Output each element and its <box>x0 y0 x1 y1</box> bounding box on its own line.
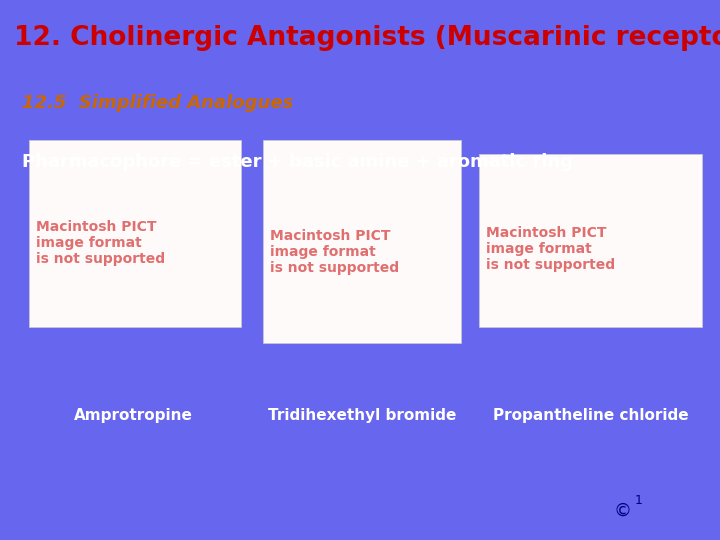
Text: Macintosh PICT
image format
is not supported: Macintosh PICT image format is not suppo… <box>36 220 165 266</box>
Text: Pharmacophore = ester + basic amine + aromatic ring: Pharmacophore = ester + basic amine + ar… <box>22 153 572 171</box>
Text: Amprotropine: Amprotropine <box>73 408 193 423</box>
Text: 1: 1 <box>635 494 642 507</box>
Text: 12. Cholinergic Antagonists (Muscarinic receptor): 12. Cholinergic Antagonists (Muscarinic … <box>14 25 720 51</box>
Text: Tridihexethyl bromide: Tridihexethyl bromide <box>268 408 456 423</box>
Text: Macintosh PICT
image format
is not supported: Macintosh PICT image format is not suppo… <box>486 226 615 272</box>
Bar <box>263 140 461 343</box>
Text: 12.5  Simplified Analogues: 12.5 Simplified Analogues <box>22 93 293 112</box>
Text: Propantheline chloride: Propantheline chloride <box>492 408 688 423</box>
Text: Macintosh PICT
image format
is not supported: Macintosh PICT image format is not suppo… <box>270 228 399 275</box>
Bar <box>29 140 241 327</box>
Bar <box>479 154 702 327</box>
Text: ©: © <box>613 501 632 519</box>
